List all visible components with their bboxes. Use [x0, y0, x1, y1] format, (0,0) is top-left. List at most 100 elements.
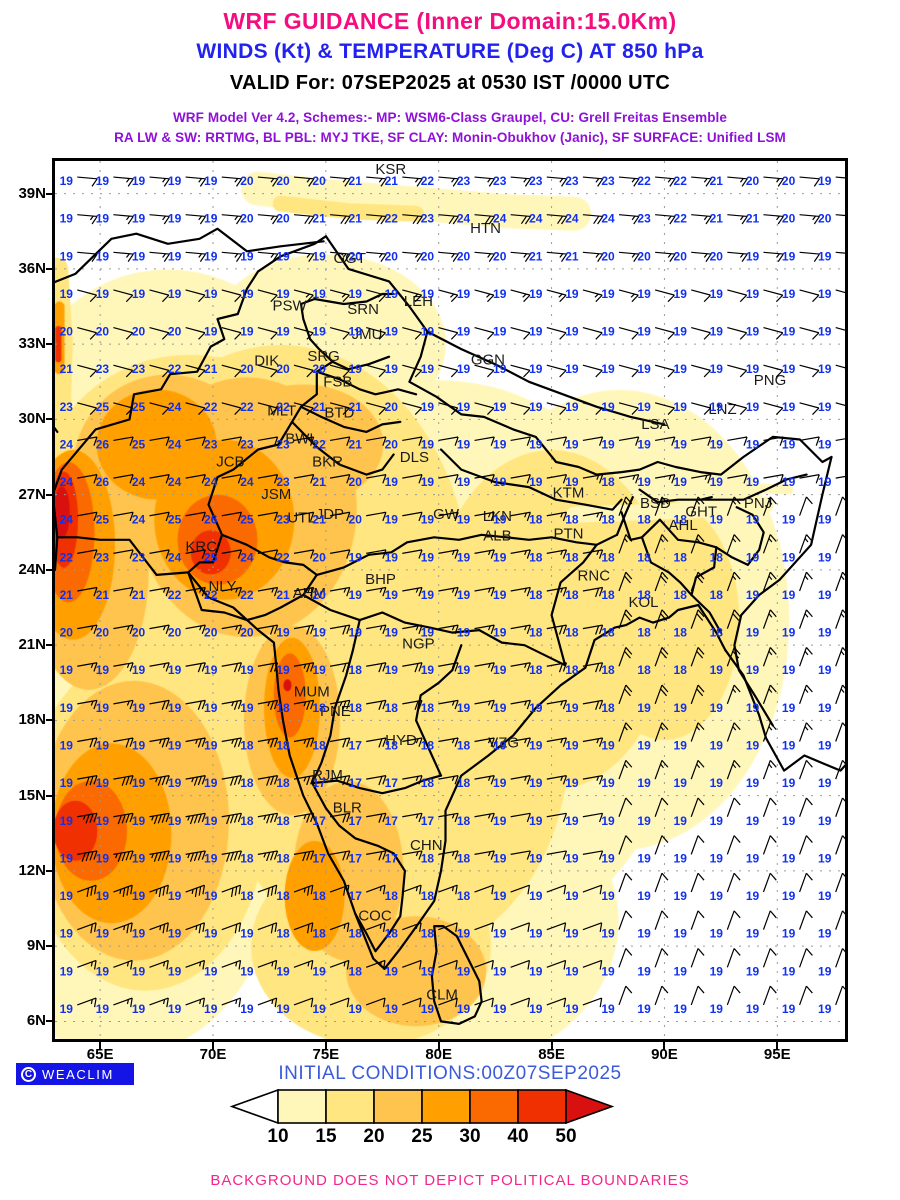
wind-barb	[185, 959, 206, 970]
temperature-value: 19	[746, 287, 760, 301]
wind-barb	[726, 797, 741, 817]
wind-barb	[835, 496, 845, 516]
wind-barb	[402, 884, 422, 895]
wind-barb	[799, 872, 813, 893]
temperature-value: 19	[601, 927, 615, 941]
temperature-value: 19	[601, 776, 615, 790]
wind-barb	[654, 402, 675, 415]
wind-barb	[510, 959, 531, 970]
wind-barb	[438, 474, 459, 484]
wind-barb	[546, 662, 568, 673]
temperature-value: 19	[601, 889, 615, 903]
temperature-value: 18	[637, 663, 651, 677]
temperature-value: 19	[637, 927, 651, 941]
boundary-line	[331, 355, 391, 371]
boundary-line	[311, 619, 361, 785]
wind-barb	[618, 176, 640, 187]
temperature-value: 19	[60, 1002, 74, 1016]
temperature-value: 18	[349, 663, 363, 677]
temperature-value: 19	[312, 626, 326, 640]
temperature-value: 21	[312, 212, 326, 226]
station-label: KTM	[553, 484, 585, 501]
wind-barb	[727, 214, 748, 225]
temperature-value: 19	[601, 287, 615, 301]
boundary-line	[55, 235, 327, 539]
wind-barb	[474, 812, 495, 823]
temperature-value: 19	[349, 325, 363, 339]
temperature-value: 20	[96, 626, 110, 640]
wind-barb	[582, 402, 603, 415]
temperature-value: 17	[385, 851, 399, 865]
boundary-line	[315, 370, 418, 396]
temperature-value: 19	[710, 362, 724, 376]
temperature-value: 19	[529, 701, 543, 715]
wind-barb	[77, 327, 98, 340]
wind-barb	[763, 327, 784, 340]
temperature-value: 18	[312, 701, 326, 715]
wind-barb	[799, 364, 820, 378]
wind-barb	[835, 759, 845, 780]
wind-barb	[546, 214, 568, 225]
weather-map[interactable]: KSR HTN GGT SRN LEH GGN PSW JMU DIK SRG FSB MLT BTD B…	[52, 158, 848, 1042]
temperature-value: 19	[818, 663, 832, 677]
station-label: GGN	[471, 352, 505, 369]
temperature-value: 18	[565, 663, 579, 677]
wind-barb	[185, 775, 206, 786]
wind-barb	[329, 586, 351, 597]
wind-barb	[438, 959, 458, 970]
wind-barb	[762, 647, 777, 667]
temperature-value: 24	[565, 212, 579, 226]
temperature-value: 18	[312, 889, 326, 903]
wind-barb	[546, 997, 567, 1008]
wind-barb	[113, 699, 134, 710]
temperature-value: 23	[276, 475, 290, 489]
wind-barb	[582, 511, 604, 522]
temperature-value: 19	[204, 964, 218, 978]
wind-barb	[546, 775, 568, 785]
temperature-value: 22	[276, 550, 290, 564]
temperature-value: 21	[710, 174, 724, 188]
wind-barb	[438, 699, 459, 710]
temperature-value: 19	[204, 889, 218, 903]
wind-barb	[546, 402, 567, 415]
temperature-value: 19	[421, 513, 435, 527]
wind-barb	[835, 402, 845, 406]
temperature-value: 20	[96, 325, 110, 339]
wind-barb	[293, 474, 315, 484]
temperature-value: 21	[349, 174, 363, 188]
wind-barb	[113, 624, 134, 634]
wind-barb	[799, 797, 813, 817]
temperature-value: 19	[710, 1002, 724, 1016]
temperature-value: 19	[493, 814, 507, 828]
temperature-value: 22	[674, 174, 688, 188]
wind-barb	[474, 850, 495, 860]
temperature-value: 22	[276, 400, 290, 414]
model-scheme-line-2: RA LW & SW: RRTMG, BL PBL: MYJ TKE, SF C…	[114, 130, 786, 145]
boundary-line	[187, 571, 727, 970]
wind-barb	[77, 474, 98, 484]
temperature-value: 21	[312, 400, 326, 414]
boundary-line	[439, 448, 623, 511]
temperature-value: 19	[746, 438, 760, 452]
wind-barb	[582, 436, 604, 446]
lat-tick-label: 30N	[18, 410, 46, 428]
wind-barb	[654, 647, 669, 667]
wind-barb	[510, 549, 531, 559]
wind-barb	[366, 850, 387, 861]
temperature-value: 19	[746, 325, 760, 339]
temperature-value: 20	[493, 249, 507, 263]
boundary-line	[311, 774, 443, 795]
temperature-value: 19	[385, 362, 399, 376]
station-label: BKR	[312, 454, 343, 471]
lon-tick	[324, 1042, 327, 1050]
wind-barb	[726, 534, 741, 554]
temperature-value: 22	[204, 588, 218, 602]
wind-barb	[257, 251, 279, 262]
wind-barb	[257, 289, 278, 303]
temperature-value: 20	[312, 550, 326, 564]
temperature-value: 18	[601, 550, 615, 564]
model-scheme-line-1: WRF Model Ver 4.2, Schemes:- MP: WSM6-Cl…	[172, 110, 728, 125]
station-label: BHP	[365, 571, 396, 588]
temperature-value: 19	[493, 362, 507, 376]
colorbar-extend-high	[565, 1088, 615, 1125]
